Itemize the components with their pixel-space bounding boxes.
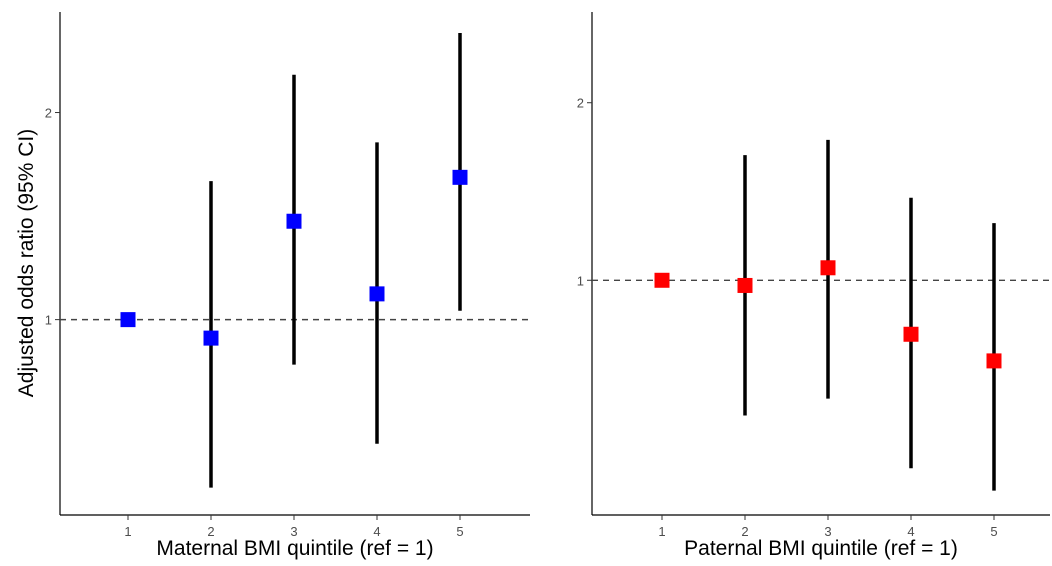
x-axis-title: Paternal BMI quintile (ref = 1) bbox=[684, 537, 958, 560]
x-tick-label: 1 bbox=[658, 524, 665, 539]
x-tick-label: 5 bbox=[456, 524, 463, 539]
panel-2: 1 2 1 2 3 4 5 Paternal BMI quintile (ref = 1) bbox=[577, 12, 1050, 560]
y-tick-label: 1 bbox=[577, 273, 584, 288]
data-point bbox=[369, 286, 385, 302]
data-point bbox=[286, 213, 302, 229]
data-point bbox=[654, 272, 670, 288]
y-tick-label: 2 bbox=[577, 96, 584, 111]
x-tick-label: 2 bbox=[207, 524, 214, 539]
x-tick-label: 2 bbox=[741, 524, 748, 539]
x-tick-label: 1 bbox=[124, 524, 131, 539]
data-point bbox=[903, 326, 919, 342]
x-tick-label: 4 bbox=[907, 524, 914, 539]
x-axis-title: Maternal BMI quintile (ref = 1) bbox=[156, 537, 433, 560]
data-point bbox=[120, 312, 136, 328]
y-axis-title: Adjusted odds ratio (95% CI) bbox=[15, 129, 38, 397]
data-point bbox=[986, 353, 1002, 369]
data-point bbox=[452, 169, 468, 185]
x-tick-label: 3 bbox=[824, 524, 831, 539]
y-tick-label: 2 bbox=[45, 106, 52, 121]
x-tick-label: 3 bbox=[290, 524, 297, 539]
y-tick-label: 1 bbox=[45, 313, 52, 328]
data-point bbox=[203, 330, 219, 346]
data-point bbox=[820, 260, 836, 276]
x-tick-label: 4 bbox=[373, 524, 380, 539]
x-tick-label: 5 bbox=[990, 524, 997, 539]
panel-1: 1 2 1 2 3 4 5 Maternal BMI quintile (ref = 1) Ad… bbox=[15, 12, 530, 560]
data-point bbox=[737, 277, 753, 293]
